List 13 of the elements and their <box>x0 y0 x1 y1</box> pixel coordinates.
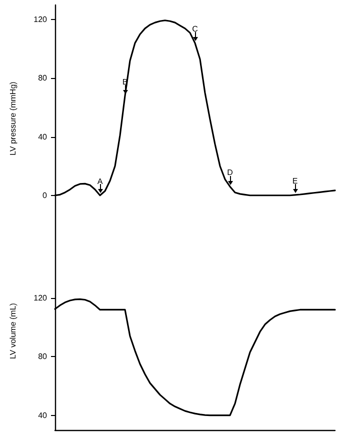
data-label: C <box>192 24 198 34</box>
y-axis-title: LV pressure (mmHg) <box>8 81 18 156</box>
y-tick-label: 120 <box>34 294 48 302</box>
data-label: D <box>227 168 234 178</box>
y-axis-title: LV volume (mL) <box>8 302 18 359</box>
y-tick-label: 80 <box>38 74 48 83</box>
y-tick-label: 0 <box>42 190 48 200</box>
y-tick-label: 120 <box>34 15 48 24</box>
y-tick-label: 40 <box>38 132 48 142</box>
data-label: A <box>97 176 104 186</box>
y-tick-label: 40 <box>38 410 48 420</box>
y-tick-label: 80 <box>38 352 48 362</box>
data-label: E <box>292 176 298 186</box>
